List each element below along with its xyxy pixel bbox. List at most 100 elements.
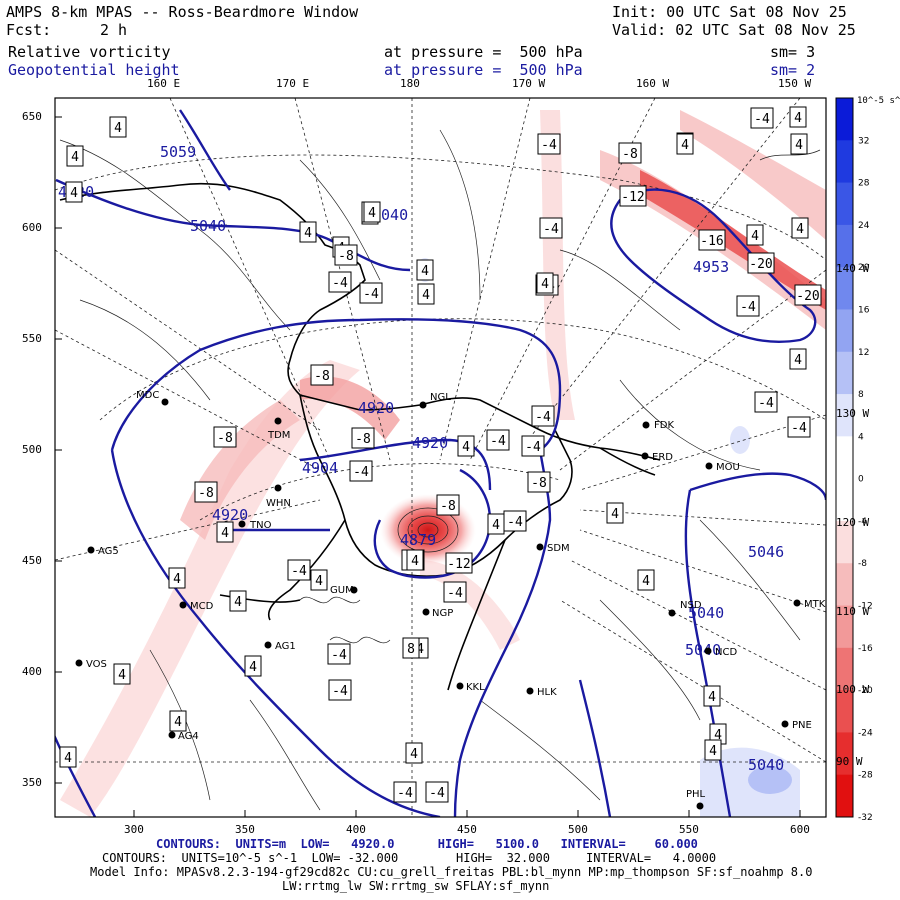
- svg-text:4: 4: [795, 138, 803, 153]
- valid-time: Valid: 02 UTC Sat 08 Nov 25: [612, 21, 856, 39]
- svg-text:-4: -4: [332, 684, 348, 699]
- height-label: 5046: [748, 543, 784, 561]
- height-label: 4953: [693, 258, 729, 276]
- svg-text:4: 4: [708, 690, 716, 705]
- svg-text:-8: -8: [440, 499, 456, 514]
- station-marker: VOS: [75, 659, 107, 670]
- vorticity-value-box: -4: [539, 217, 563, 239]
- svg-text:4: 4: [174, 715, 182, 730]
- svg-text:4: 4: [796, 222, 804, 237]
- svg-text:VOS: VOS: [86, 659, 107, 670]
- field2-smoothing: sm= 2: [770, 61, 816, 79]
- vorticity-value-box: 4: [244, 655, 262, 677]
- x-tick-label: 350: [235, 823, 255, 836]
- colorbar-tick-label: 32: [858, 136, 869, 146]
- svg-text:-4: -4: [543, 222, 559, 237]
- vorticity-value-box: 4: [405, 742, 423, 764]
- svg-text:-4: -4: [397, 786, 413, 801]
- svg-text:-4: -4: [363, 287, 379, 302]
- svg-text:4: 4: [234, 595, 242, 610]
- station-marker: AG4: [168, 731, 199, 742]
- x-tick-label: 600: [790, 823, 810, 836]
- svg-text:-4: -4: [490, 434, 506, 449]
- svg-text:-20: -20: [796, 289, 819, 304]
- svg-text:4: 4: [422, 288, 430, 303]
- model-info: Model Info: MPASv8.2.3-194-gf29cd82c CU:…: [90, 865, 813, 879]
- colorbar-swatch: [836, 605, 853, 649]
- svg-text:-12: -12: [447, 557, 470, 572]
- vorticity-value-box: 4: [789, 106, 807, 128]
- vorticity-value-box: -4: [787, 416, 811, 438]
- vorticity-value-box: -8: [310, 364, 334, 386]
- svg-text:4: 4: [492, 518, 500, 533]
- svg-text:-4: -4: [429, 786, 445, 801]
- station-marker: FDK: [642, 420, 674, 431]
- svg-text:-8: -8: [198, 486, 214, 501]
- y-tick-label: 550: [22, 332, 42, 345]
- vorticity-value-box: -4: [521, 435, 545, 457]
- y-tick-label: 650: [22, 110, 42, 123]
- svg-text:MOU: MOU: [716, 462, 740, 473]
- vorticity-value-box: -4: [503, 510, 527, 532]
- colorbar-swatch: [836, 267, 853, 310]
- station-marker: GUM: [330, 585, 358, 596]
- svg-text:PNE: PNE: [792, 720, 812, 731]
- svg-text:AG5: AG5: [98, 546, 119, 557]
- svg-text:4: 4: [411, 554, 419, 569]
- x-tick-label: 450: [457, 823, 477, 836]
- colorbar-swatch: [836, 140, 853, 184]
- vorticity-value-box: -4: [486, 429, 510, 451]
- field1-smoothing: sm= 3: [770, 43, 816, 61]
- svg-text:8: 8: [407, 642, 415, 657]
- station-marker: ERD: [641, 452, 673, 463]
- height-label: 5040: [748, 756, 784, 774]
- height-label: 5040: [372, 206, 408, 224]
- svg-text:TNO: TNO: [249, 520, 272, 531]
- plot-title: AMPS 8-km MPAS -- Ross-Beardmore Window: [6, 3, 359, 21]
- vorticity-value-box: 4: [229, 590, 247, 612]
- colorbar-swatch: [836, 224, 853, 268]
- height-label: 4920: [412, 434, 448, 452]
- vorticity-value-box: -8: [334, 244, 358, 266]
- field2-name: Geopotential height: [8, 61, 180, 79]
- vorticity-value-box: 8: [402, 637, 420, 659]
- svg-text:SDM: SDM: [547, 543, 570, 554]
- svg-text:NGP: NGP: [432, 608, 453, 619]
- station-marker: MCD: [179, 601, 214, 612]
- lon-label-top: 180: [400, 77, 420, 90]
- vorticity-value-box: -8: [527, 471, 551, 493]
- vorticity-value-box: -8: [194, 481, 218, 503]
- svg-text:HLK: HLK: [537, 687, 557, 698]
- vorticity-value-box: -8: [436, 494, 460, 516]
- svg-text:MCD: MCD: [190, 601, 214, 612]
- vorticity-value-box: 4: [216, 521, 234, 543]
- colorbar-tick-label: -4: [858, 517, 867, 527]
- vorticity-value-box: 4: [168, 567, 186, 589]
- vorticity-value-box: 4: [676, 133, 694, 155]
- x-tick-label: 300: [124, 823, 144, 836]
- svg-text:-8: -8: [531, 476, 547, 491]
- lon-label-top: 160 W: [636, 77, 670, 90]
- y-tick-label: 600: [22, 221, 42, 234]
- colorbar-swatch: [836, 774, 853, 818]
- svg-text:NSD: NSD: [680, 600, 702, 611]
- colorbar-swatch: [836, 98, 853, 141]
- svg-text:WHN: WHN: [266, 498, 291, 509]
- svg-text:4: 4: [462, 440, 470, 455]
- svg-text:-4: -4: [353, 465, 369, 480]
- station-marker: MOU: [705, 462, 740, 473]
- station-marker: AG1: [264, 641, 296, 652]
- vorticity-value-box: -16: [698, 229, 726, 251]
- svg-text:-20: -20: [749, 257, 772, 272]
- field1-name: Relative vorticity: [8, 43, 171, 61]
- height-label: 5040: [688, 604, 724, 622]
- svg-text:NGL: NGL: [430, 392, 451, 403]
- height-label: 5059: [160, 143, 196, 161]
- x-tick-label: 500: [568, 823, 588, 836]
- svg-text:-8: -8: [622, 147, 638, 162]
- vorticity-value-box: -8: [213, 426, 237, 448]
- svg-text:TDM: TDM: [267, 430, 290, 441]
- station-marker: NSD: [668, 600, 702, 617]
- vorticity-value-box: 4: [791, 217, 809, 239]
